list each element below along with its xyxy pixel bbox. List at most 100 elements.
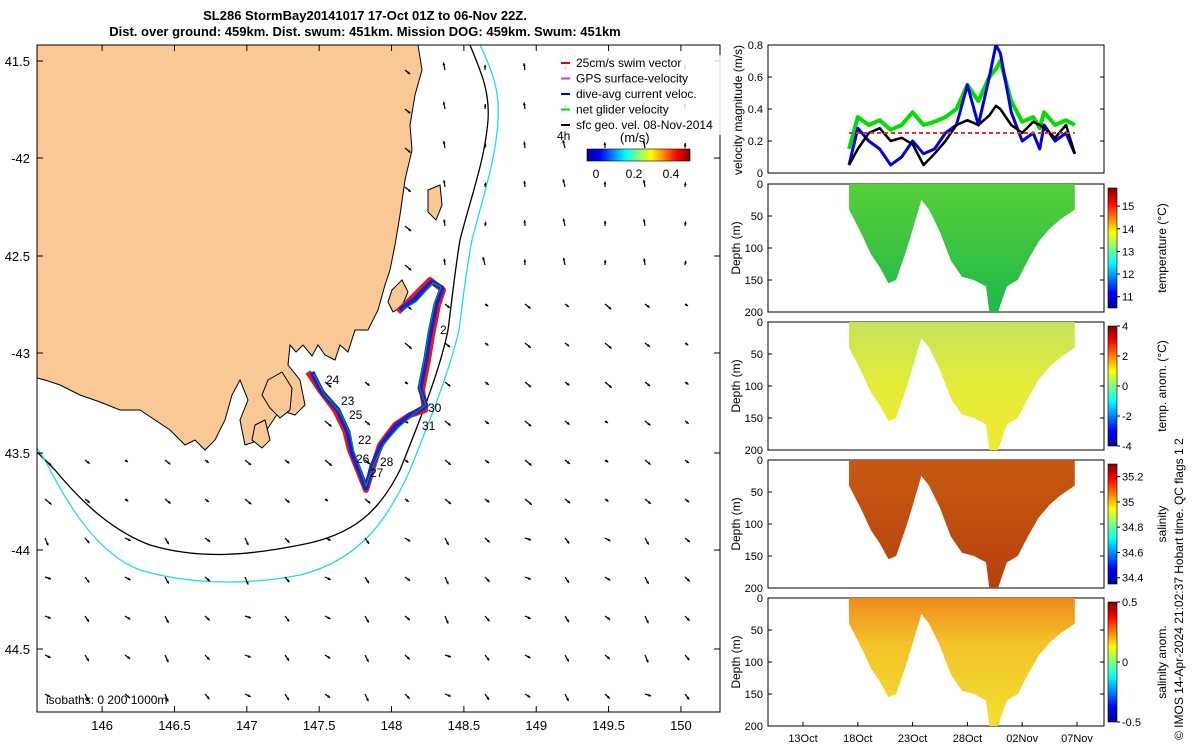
geo-velocity-arrowhead (608, 345, 612, 349)
geo-velocity-arrowhead (646, 541, 649, 545)
colorbar-tick-label: -4 (1122, 441, 1132, 453)
geo-velocity-arrowhead (327, 616, 331, 620)
geo-velocity-arrowhead (523, 259, 527, 263)
colorbar-tick-label: 35.2 (1122, 472, 1143, 484)
land-tasmania (37, 45, 423, 451)
geo-velocity-arrowhead (245, 542, 249, 546)
legend-label: dive-avg current veloc. (576, 87, 697, 101)
geo-velocity-arrowhead (642, 140, 646, 144)
geo-velocity-arrowhead (447, 462, 451, 465)
section-colorbar (1107, 463, 1118, 585)
geo-velocity-arrowhead (606, 695, 610, 699)
geo-velocity-arrowhead (683, 143, 687, 146)
depth-tick-label: 50 (751, 211, 763, 223)
geo-velocity-arrowhead (686, 539, 690, 543)
title-line-1: SL286 StormBay20141017 17-Oct 01Z to 06-… (203, 8, 527, 23)
geo-velocity-arrowhead (448, 501, 452, 505)
geo-velocity-arrowhead (408, 306, 412, 310)
geo-velocity-arrowhead (366, 580, 369, 584)
geo-velocity-arrowhead (407, 538, 411, 542)
geo-velocity-arrowhead (523, 141, 526, 145)
geo-velocity-arrowhead (606, 656, 610, 660)
geo-velocity-arrowhead (286, 697, 289, 701)
geo-velocity-arrowhead (483, 143, 487, 147)
geo-velocity-arrowhead (566, 697, 569, 701)
geo-velocity-arrowhead (446, 305, 450, 308)
geo-velocity-arrowhead (645, 659, 649, 663)
geo-velocity-arrowhead (406, 695, 410, 699)
map-x-tick-label: 147.5 (303, 718, 336, 733)
depth-tick-label: 50 (751, 625, 763, 637)
geo-velocity-arrowhead (367, 500, 371, 504)
map-y-tick-label: -42 (11, 151, 30, 166)
geo-velocity-arrowhead (127, 577, 131, 581)
geo-velocity-arrowhead (647, 422, 651, 426)
geo-velocity-arrowhead (528, 501, 532, 505)
geo-velocity-arrowhead (86, 500, 90, 503)
geo-velocity-arrowhead (166, 580, 169, 584)
geo-velocity-arrowhead (405, 459, 409, 463)
colorbar-tick-label: 34.6 (1122, 547, 1143, 559)
geo-velocity-arrowhead (206, 696, 210, 700)
colorbar-tick-label: 13 (1122, 246, 1134, 258)
geo-velocity-arrowhead (248, 462, 252, 466)
geo-velocity-arrowhead (605, 459, 609, 463)
legend-time-note: 4h (557, 129, 570, 143)
geo-velocity-arrowhead (482, 257, 486, 260)
colorbar-tick-1: 0.2 (626, 167, 643, 181)
geo-velocity-arrowhead (603, 260, 607, 263)
map-x-tick-label: 146.5 (158, 718, 191, 733)
colorbar-tick-label: 14 (1122, 224, 1134, 236)
velocity-series-line (847, 45, 1077, 167)
geo-velocity-arrowhead (405, 381, 408, 384)
map-y-tick-label: -43 (11, 346, 30, 361)
geo-velocity-arrowhead (486, 657, 490, 661)
map-y-tick-label: 41.5 (5, 54, 30, 69)
colorbar-tick-label: 4 (1122, 321, 1128, 333)
section-data-fill (849, 184, 1075, 312)
geo-velocity-arrowhead (686, 696, 690, 700)
geo-velocity-arrowhead (328, 462, 332, 466)
geo-velocity-arrowhead (167, 461, 171, 465)
geo-velocity-arrowhead (407, 110, 411, 114)
geo-velocity-arrowhead (685, 381, 689, 385)
track-label: 26 (356, 452, 370, 466)
map-y-tick-label: 43.5 (5, 446, 30, 461)
geo-velocity-arrowhead (286, 579, 290, 583)
geo-velocity-arrowhead (327, 577, 331, 580)
section-data-fill (849, 460, 1075, 588)
geo-velocity-arrowhead (328, 423, 332, 427)
geo-velocity-arrowhead (247, 694, 251, 697)
geo-velocity-arrowhead (483, 104, 487, 107)
geo-velocity-arrowhead (447, 694, 451, 697)
geo-velocity-arrowhead (603, 142, 607, 146)
geo-velocity-arrowhead (562, 140, 566, 143)
imos-note: © IMOS 14-Apr-2024 21:02:37 Hobart time.… (1172, 438, 1186, 740)
depth-ylabel: Depth (m) (729, 359, 743, 412)
geo-velocity-arrowhead (527, 345, 531, 348)
geo-velocity-arrowhead (528, 537, 531, 541)
section-panel: 0 50 100 150 200 Depth (m) -4 -2 0 2 4 temp. anom. … (729, 317, 1169, 457)
map-y-ticks: 41.5 -42 42.5 -43 43.5 -44 44.5 (5, 54, 720, 657)
map-x-tick-label: 150 (670, 718, 692, 733)
geo-velocity-arrowhead (522, 63, 526, 67)
geo-velocity-arrowhead (646, 304, 650, 308)
map-y-tick-label: 42.5 (5, 249, 30, 264)
geo-velocity-arrowhead (366, 540, 370, 544)
colorbar-tick-2: 0.4 (663, 167, 680, 181)
geo-velocity-arrowhead (405, 420, 409, 424)
geo-velocity-arrowhead (206, 578, 210, 582)
geo-velocity-arrowhead (562, 218, 566, 222)
legend-label: net glider velocity (576, 103, 669, 117)
geo-velocity-arrowhead (647, 461, 651, 465)
geo-velocity-arrowhead (566, 540, 570, 544)
geo-velocity-arrowhead (167, 500, 171, 504)
geo-velocity-arrowhead (686, 499, 690, 503)
geo-velocity-arrowhead (446, 541, 449, 545)
colorbar-tick-label: 0 (1122, 657, 1128, 669)
geo-velocity-arrowhead (127, 538, 131, 541)
geo-velocity-arrowhead (683, 221, 687, 225)
land-tasman-pen (261, 371, 293, 419)
